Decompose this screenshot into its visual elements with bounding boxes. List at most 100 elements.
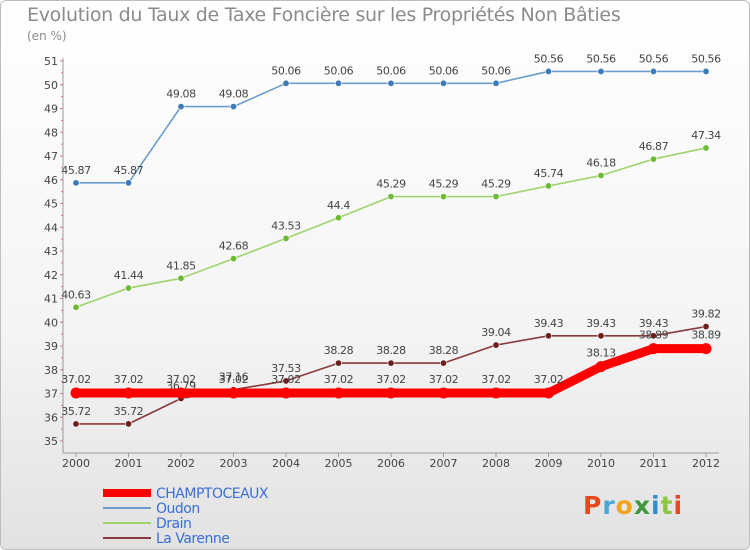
data-point-champtoceaux xyxy=(490,387,502,399)
y-tick-label: 35 xyxy=(44,435,58,448)
data-label-oudon: 50.06 xyxy=(481,64,511,77)
logo-letter: i xyxy=(673,491,684,520)
data-point-oudon xyxy=(649,67,657,75)
data-point-la-varenne xyxy=(702,323,710,331)
data-point-la-varenne xyxy=(125,420,133,428)
x-tick-label: 2001 xyxy=(115,457,143,470)
y-tick-label: 37 xyxy=(44,388,58,401)
y-tick-label: 38 xyxy=(44,364,58,377)
data-point-oudon xyxy=(439,79,447,87)
data-label-champtoceaux: 37.02 xyxy=(114,373,144,386)
data-point-oudon xyxy=(230,103,238,111)
data-label-la-varenne: 35.72 xyxy=(61,405,91,418)
data-point-la-varenne xyxy=(387,359,395,367)
data-label-drain: 45.29 xyxy=(481,178,511,191)
x-tick-label: 2009 xyxy=(535,457,563,470)
logo-letter: x xyxy=(633,491,651,520)
data-point-drain xyxy=(177,274,185,282)
data-label-drain: 45.29 xyxy=(429,178,459,191)
data-point-la-varenne xyxy=(544,332,552,340)
data-label-champtoceaux: 38.89 xyxy=(691,329,721,342)
data-label-oudon: 50.56 xyxy=(691,52,721,65)
y-tick-label: 44 xyxy=(44,221,58,234)
chart-title: Evolution du Taux de Taxe Foncière sur l… xyxy=(27,4,621,26)
data-point-oudon xyxy=(282,79,290,87)
data-label-oudon: 50.56 xyxy=(586,52,616,65)
data-point-champtoceaux xyxy=(70,387,82,399)
data-label-drain: 47.34 xyxy=(691,129,721,142)
y-tick-label: 36 xyxy=(44,411,58,424)
legend-label-oudon: Oudon xyxy=(156,501,200,517)
data-label-champtoceaux: 37.02 xyxy=(61,373,91,386)
y-tick-label: 40 xyxy=(44,316,58,329)
data-label-oudon: 49.08 xyxy=(166,88,196,101)
data-label-oudon: 50.06 xyxy=(429,64,459,77)
data-label-la-varenne: 39.43 xyxy=(586,317,616,330)
x-tick-label: 2000 xyxy=(62,457,90,470)
data-label-drain: 41.85 xyxy=(166,259,196,272)
y-tick-label: 46 xyxy=(44,174,58,187)
data-label-oudon: 50.06 xyxy=(271,64,301,77)
data-point-oudon xyxy=(177,103,185,111)
data-point-champtoceaux xyxy=(280,387,292,399)
data-label-la-varenne: 39.82 xyxy=(691,308,721,321)
y-tick-label: 48 xyxy=(44,126,58,139)
data-label-drain: 46.87 xyxy=(639,140,669,153)
data-point-drain xyxy=(334,214,342,222)
data-point-champtoceaux xyxy=(228,387,239,399)
y-tick-label: 43 xyxy=(44,245,58,258)
data-point-drain xyxy=(597,171,605,179)
data-label-drain: 46.18 xyxy=(586,156,616,169)
data-point-drain xyxy=(282,234,290,242)
x-tick-label: 2006 xyxy=(377,457,405,470)
data-point-oudon xyxy=(334,79,342,87)
data-point-la-varenne xyxy=(282,377,290,385)
y-tick-label: 51 xyxy=(44,55,58,68)
data-point-oudon xyxy=(544,67,552,75)
logo-letter: r xyxy=(602,491,616,520)
legend-label-champtoceaux: CHAMPTOCEAUX xyxy=(156,486,269,502)
data-point-champtoceaux xyxy=(385,387,397,399)
data-point-drain xyxy=(125,284,133,292)
data-label-champtoceaux: 37.02 xyxy=(219,373,249,386)
data-point-la-varenne xyxy=(597,332,605,340)
y-tick-label: 50 xyxy=(44,79,58,92)
data-label-la-varenne: 38.28 xyxy=(376,344,406,357)
data-label-la-varenne: 38.28 xyxy=(324,344,354,357)
x-tick-label: 2002 xyxy=(167,457,195,470)
x-tick-label: 2003 xyxy=(220,457,248,470)
data-point-oudon xyxy=(597,67,605,75)
data-label-drain: 43.53 xyxy=(271,219,301,232)
x-tick-label: 2010 xyxy=(587,457,615,470)
data-label-drain: 40.63 xyxy=(61,288,91,301)
data-point-oudon xyxy=(72,179,80,187)
data-label-la-varenne: 39.43 xyxy=(534,317,564,330)
data-label-drain: 45.74 xyxy=(534,167,564,180)
data-label-la-varenne: 39.04 xyxy=(481,326,511,339)
data-label-oudon: 49.08 xyxy=(219,88,249,101)
data-label-champtoceaux: 37.02 xyxy=(271,373,301,386)
data-point-drain xyxy=(544,182,552,190)
data-point-la-varenne xyxy=(439,359,447,367)
data-label-drain: 42.68 xyxy=(219,240,249,253)
x-tick-label: 2004 xyxy=(272,457,300,470)
data-label-champtoceaux: 37.02 xyxy=(481,373,511,386)
data-label-champtoceaux: 38.13 xyxy=(586,347,616,360)
legend-label-la-varenne: La Varenne xyxy=(156,531,229,547)
data-point-champtoceaux xyxy=(438,387,449,399)
logo-letter: P xyxy=(583,491,603,520)
legend-label-drain: Drain xyxy=(156,516,191,532)
y-tick-label: 45 xyxy=(44,198,58,211)
data-point-champtoceaux xyxy=(700,343,712,355)
data-point-champtoceaux xyxy=(648,343,659,355)
y-tick-label: 49 xyxy=(44,103,58,116)
data-label-champtoceaux: 37.02 xyxy=(166,373,196,386)
data-point-champtoceaux xyxy=(333,387,344,399)
data-label-drain: 44.4 xyxy=(327,199,350,212)
data-point-drain xyxy=(387,193,395,201)
data-point-champtoceaux xyxy=(175,387,187,399)
data-label-oudon: 50.56 xyxy=(534,52,564,65)
data-point-drain xyxy=(649,155,657,163)
data-label-oudon: 50.06 xyxy=(324,64,354,77)
